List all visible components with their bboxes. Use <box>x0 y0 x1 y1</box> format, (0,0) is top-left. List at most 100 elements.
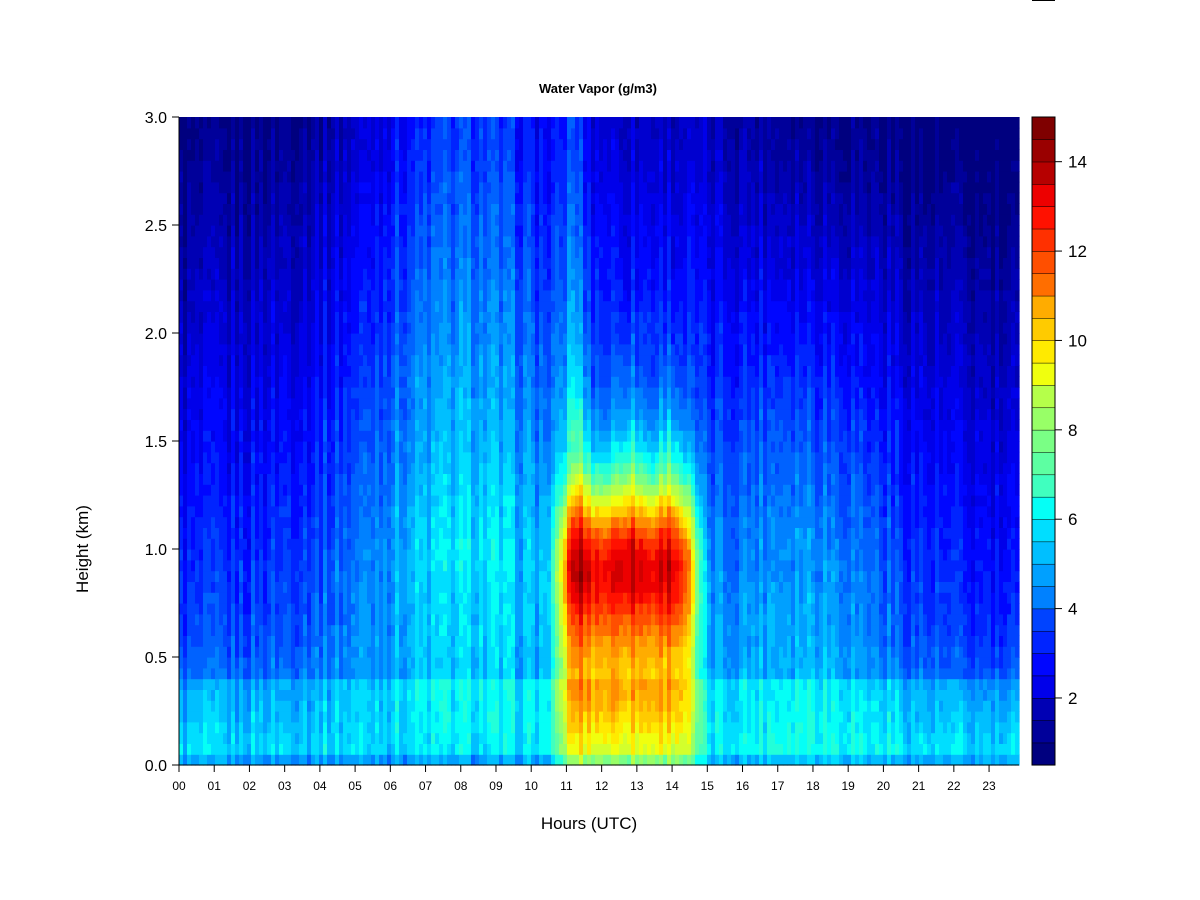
heatmap-cell <box>215 451 220 464</box>
heatmap-cell <box>399 559 404 572</box>
heatmap-cell <box>507 441 512 453</box>
heatmap-cell <box>275 743 280 755</box>
heatmap-cell <box>499 581 504 593</box>
heatmap-cell <box>439 365 444 377</box>
heatmap-cell <box>235 441 240 453</box>
heatmap-cell <box>459 138 464 150</box>
heatmap-cell <box>487 343 492 356</box>
heatmap-cell <box>263 376 268 388</box>
heatmap-cell <box>263 495 268 507</box>
heatmap-cell <box>215 646 220 658</box>
heatmap-cell <box>435 538 440 550</box>
heatmap-cell <box>347 225 352 237</box>
heatmap-cell <box>199 711 204 723</box>
heatmap-cell <box>431 387 436 399</box>
heatmap-cell <box>347 505 352 518</box>
heatmap-cell <box>311 516 316 528</box>
heatmap-cell <box>251 635 256 647</box>
heatmap-cell <box>451 235 456 248</box>
heatmap-cell <box>399 365 404 377</box>
heatmap-cell <box>263 279 268 291</box>
heatmap-cell <box>255 667 260 680</box>
heatmap-cell <box>191 203 196 215</box>
heatmap-cell <box>471 451 476 464</box>
heatmap-cell <box>255 484 260 496</box>
heatmap-cell <box>391 397 396 410</box>
heatmap-cell <box>311 300 316 312</box>
heatmap-cell <box>371 657 376 669</box>
heatmap-cell <box>507 624 512 636</box>
heatmap-cell <box>207 570 212 582</box>
heatmap-cell <box>379 721 384 734</box>
heatmap-cell <box>319 408 324 420</box>
heatmap-cell <box>427 495 432 507</box>
heatmap-cell <box>319 160 324 172</box>
heatmap-cell <box>503 225 508 237</box>
heatmap-cell <box>243 667 248 680</box>
heatmap-cell <box>351 754 356 766</box>
heatmap-cell <box>495 235 500 248</box>
heatmap-cell <box>323 549 328 561</box>
heatmap-cell <box>339 484 344 496</box>
heatmap-cell <box>247 181 252 194</box>
heatmap-cell <box>323 635 328 647</box>
heatmap-cell <box>207 149 212 161</box>
heatmap-cell <box>379 171 384 183</box>
heatmap-cell <box>407 624 412 636</box>
heatmap-cell <box>271 160 276 172</box>
heatmap-cell <box>195 246 200 258</box>
heatmap-cell <box>407 387 412 399</box>
heatmap-cell <box>311 635 316 647</box>
heatmap-cell <box>443 559 448 572</box>
heatmap-cell <box>423 613 428 626</box>
heatmap-cell <box>359 408 364 420</box>
heatmap-cell <box>203 268 208 280</box>
heatmap-cell <box>243 495 248 507</box>
heatmap-cell <box>383 592 388 604</box>
heatmap-cell <box>315 559 320 572</box>
heatmap-cell <box>383 408 388 420</box>
heatmap-cell <box>263 613 268 626</box>
heatmap-cell <box>391 225 396 237</box>
heatmap-cell <box>255 754 260 766</box>
heatmap-cell <box>383 365 388 377</box>
heatmap-cell <box>291 754 296 766</box>
heatmap-cell <box>199 732 204 744</box>
heatmap-cell <box>239 678 244 690</box>
heatmap-cell <box>227 667 232 680</box>
heatmap-cell <box>331 549 336 561</box>
heatmap-cell <box>267 473 272 485</box>
heatmap-cell <box>355 527 360 539</box>
heatmap-cell <box>315 462 320 474</box>
heatmap-cell <box>479 667 484 680</box>
heatmap-cell <box>347 246 352 258</box>
heatmap-cell <box>223 462 228 474</box>
heatmap-cell <box>231 549 236 561</box>
heatmap-cell <box>227 289 232 302</box>
heatmap-cell <box>247 149 252 161</box>
heatmap-cell <box>211 613 216 626</box>
heatmap-cell <box>327 473 332 485</box>
heatmap-cell <box>315 419 320 431</box>
heatmap-cell <box>307 721 312 734</box>
heatmap-cell <box>243 603 248 615</box>
heatmap-cell <box>311 462 316 474</box>
heatmap-cell <box>423 203 428 215</box>
heatmap-cell <box>243 225 248 237</box>
heatmap-cell <box>323 495 328 507</box>
heatmap-cell <box>303 354 308 366</box>
heatmap-cell <box>399 117 404 129</box>
heatmap-cell <box>439 333 444 345</box>
heatmap-cell <box>435 581 440 593</box>
heatmap-cell <box>411 430 416 442</box>
heatmap-cell <box>187 700 192 712</box>
heatmap-cell <box>191 505 196 518</box>
heatmap-cell <box>351 192 356 204</box>
heatmap-cell <box>447 667 452 680</box>
heatmap-cell <box>487 505 492 518</box>
heatmap-cell <box>415 192 420 204</box>
heatmap-cell <box>207 635 212 647</box>
heatmap-cell <box>471 203 476 215</box>
heatmap-cell <box>499 667 504 680</box>
heatmap-cell <box>471 322 476 334</box>
